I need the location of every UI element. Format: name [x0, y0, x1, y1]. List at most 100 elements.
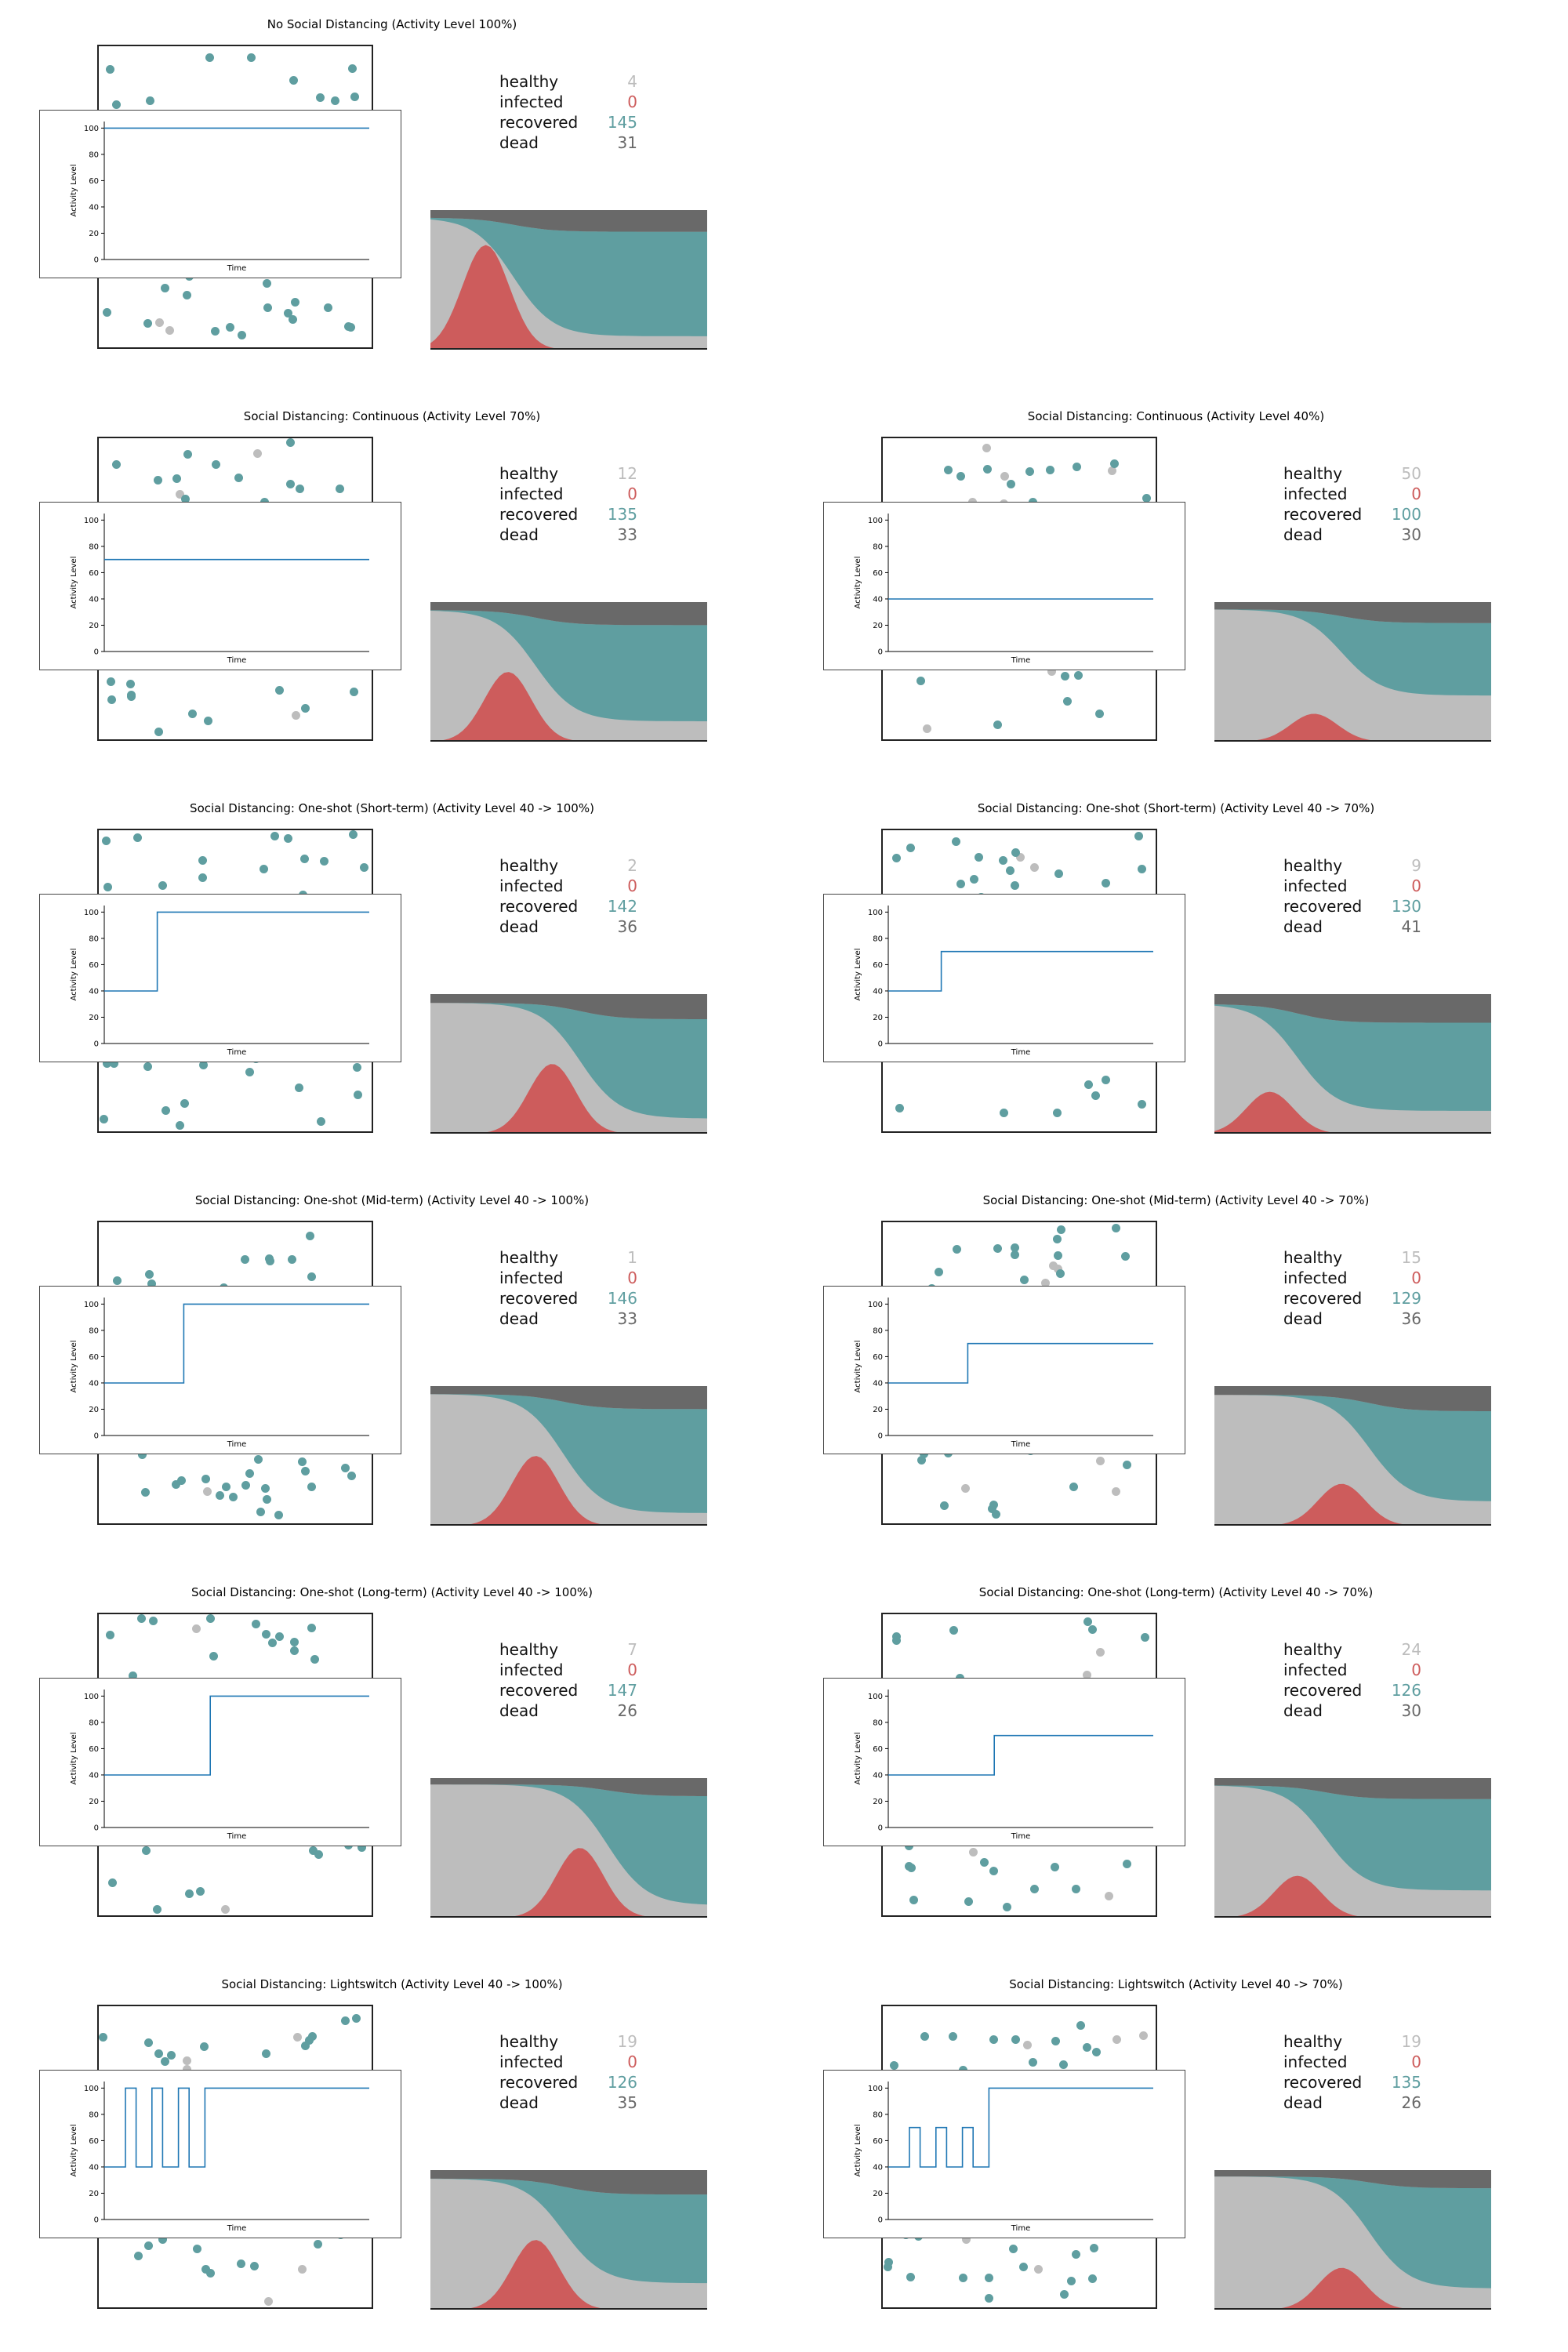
y-tick-label: 20 [873, 2190, 883, 2198]
particle-dot [158, 881, 167, 890]
activity-level-chart: 0 20 40 60 80 100 Activity Level Time [823, 1286, 1185, 1454]
activity-level-chart: 0 20 40 60 80 100 Activity Level Time [39, 502, 401, 670]
stat-label-healthy: healthy [1283, 2032, 1343, 2051]
particle-dot [348, 64, 357, 73]
y-axis-label: Activity Level [70, 1341, 78, 1393]
particle-dot [1057, 1225, 1065, 1234]
particle-dot [314, 2240, 322, 2249]
y-axis-label: Activity Level [70, 165, 78, 217]
particle-dot [127, 692, 136, 701]
area-chart-svg [430, 2170, 707, 2310]
particle-dot [1000, 472, 1009, 481]
particle-dot [959, 2274, 967, 2282]
y-tick-label: 0 [878, 1432, 883, 1441]
particle-dot [209, 1652, 218, 1661]
activity-level-svg: 0 20 40 60 80 100 Activity Level Time [854, 906, 1153, 1057]
particle-dot [890, 2061, 898, 2070]
stat-row-infected: infected 0 [499, 2053, 648, 2073]
recovered-area [1214, 609, 1491, 696]
y-axis-label: Activity Level [854, 1341, 862, 1393]
stat-row-healthy: healthy 4 [499, 72, 648, 93]
axis-spines [103, 906, 369, 1044]
activity-level-chart: 0 20 40 60 80 100 Activity Level Time [39, 1286, 401, 1454]
panel-title: Social Distancing: Lightswitch (Activity… [221, 1977, 563, 1991]
y-tick-label: 0 [878, 648, 883, 657]
stat-label-healthy: healthy [499, 2032, 559, 2051]
stat-label-recovered: recovered [1283, 2073, 1363, 2092]
area-chart-svg [430, 1386, 707, 1526]
particle-dot [1060, 2290, 1069, 2299]
stat-row-infected: infected 0 [1283, 1269, 1432, 1289]
y-tick-label: 100 [84, 1693, 99, 1701]
infected-area [430, 2240, 707, 2310]
particle-dot [989, 1867, 998, 1875]
stat-value-dead: 41 [1401, 917, 1421, 936]
stat-label-healthy: healthy [499, 464, 559, 483]
particle-dot [341, 2016, 350, 2025]
y-tick-label: 20 [873, 1406, 883, 1414]
stat-row-infected: infected 0 [499, 485, 648, 505]
y-tick-label: 60 [89, 1745, 99, 1754]
particle-dot [1138, 1100, 1146, 1109]
stat-label-recovered: recovered [499, 113, 579, 132]
y-tick-label: 0 [94, 256, 99, 265]
particle-dot [982, 444, 991, 452]
y-tick-label: 40 [89, 1379, 99, 1388]
activity-level-svg: 0 20 40 60 80 100 Activity Level Time [70, 1690, 369, 1841]
activity-level-line [888, 2087, 1153, 2168]
particle-dot [1108, 466, 1116, 475]
y-tick-label: 100 [868, 517, 883, 525]
activity-level-chart: 0 20 40 60 80 100 Activity Level Time [39, 110, 401, 278]
y-tick-label: 0 [94, 1432, 99, 1441]
particle-dot [920, 2032, 929, 2041]
particle-dot [1083, 1671, 1091, 1679]
particle-dot [1067, 2277, 1076, 2285]
particle-dot [307, 1624, 316, 1632]
particle-dot [341, 1464, 350, 1472]
particle-dot [1105, 1892, 1113, 1900]
y-tick-label: 80 [873, 935, 883, 943]
particle-dot [1063, 697, 1072, 706]
area-chart-svg [430, 210, 707, 350]
activity-level-chart: 0 20 40 60 80 100 Activity Level Time [823, 894, 1185, 1062]
stat-label-infected: infected [499, 1661, 564, 1679]
particle-dot [99, 2033, 107, 2042]
simulation-panel: Social Distancing: One-shot (Short-term)… [0, 784, 784, 1176]
stat-value-recovered: 130 [1391, 897, 1421, 916]
particle-dot [970, 875, 978, 884]
particle-dot [154, 728, 163, 736]
particle-dot [316, 93, 325, 102]
dead-area [1214, 2170, 1491, 2189]
particle-dot [884, 2258, 893, 2267]
y-tick-label: 100 [84, 125, 99, 133]
particle-dot [205, 53, 214, 62]
particle-dot [884, 2263, 892, 2271]
dead-area [1214, 1778, 1491, 1799]
particle-dot [1102, 1076, 1110, 1084]
particle-dot [284, 309, 292, 318]
simulation-panel: No Social Distancing (Activity Level 100… [0, 0, 784, 392]
particle-dot [183, 2056, 191, 2065]
y-tick-label: 100 [84, 517, 99, 525]
stat-value-healthy: 19 [617, 2032, 637, 2051]
dead-area [430, 994, 707, 1019]
y-axis-label: Activity Level [70, 2125, 78, 2177]
stat-row-healthy: healthy 24 [1283, 1640, 1432, 1661]
particle-dot [917, 1456, 926, 1465]
stat-label-dead: dead [499, 1701, 539, 1720]
particle-dot [262, 1630, 270, 1639]
particle-dot [292, 711, 300, 720]
particle-dot [1053, 1109, 1062, 1117]
stat-label-dead: dead [499, 1309, 539, 1328]
panel-title: Social Distancing: One-shot (Mid-term) (… [194, 1193, 590, 1207]
stat-label-recovered: recovered [1283, 505, 1363, 524]
particle-dot [349, 830, 358, 839]
y-tick-label: 40 [873, 1771, 883, 1780]
stat-value-healthy: 12 [617, 464, 637, 483]
activity-level-chart: 0 20 40 60 80 100 Activity Level Time [39, 1678, 401, 1846]
infected-area [430, 245, 707, 350]
area-baseline [1214, 1524, 1491, 1526]
stats-table: healthy 15 infected 0 recovered 129 dead 36 [1283, 1248, 1432, 1330]
y-tick-label: 80 [873, 2111, 883, 2119]
particle-dot [149, 1617, 158, 1625]
